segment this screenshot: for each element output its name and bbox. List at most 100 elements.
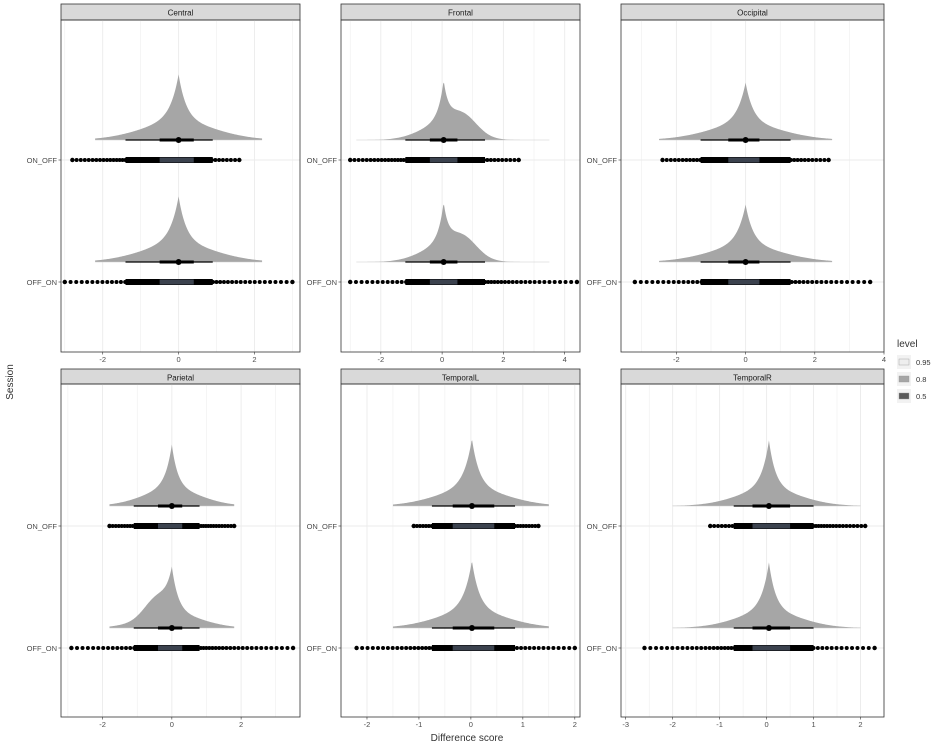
draw-point: [495, 280, 500, 284]
x-tick-label: -1: [716, 720, 723, 729]
outlier-point: [642, 645, 647, 651]
draw-point: [390, 280, 395, 284]
series-on_off: ON_OFF: [587, 440, 868, 531]
y-tick-label: OFF_ON: [587, 644, 617, 653]
draw-point: [675, 646, 680, 650]
outlier-point: [290, 645, 296, 651]
y-tick-label: OFF_ON: [307, 278, 337, 287]
density-slab: [392, 562, 549, 628]
draw-point: [119, 646, 124, 650]
draw-point: [104, 158, 109, 162]
panel-title: Parietal: [167, 374, 194, 383]
draw-point: [727, 524, 732, 528]
legend-item: 0.8: [897, 372, 926, 386]
draw-point: [691, 158, 696, 162]
draw-point: [218, 280, 223, 284]
panel-border: [340, 383, 581, 718]
draw-point: [229, 524, 234, 528]
y-tick-label: OFF_ON: [587, 278, 617, 287]
draw-point: [818, 158, 823, 162]
outlier-point: [107, 523, 112, 529]
y-tick-label: OFF_ON: [27, 278, 57, 287]
draw-point: [551, 646, 556, 650]
panel-background: [621, 384, 884, 717]
draw-point: [834, 524, 839, 528]
legend-label: 0.8: [916, 375, 926, 384]
draw-point: [499, 280, 504, 284]
draw-point: [547, 280, 552, 284]
y-tick-label: OFF_ON: [27, 644, 57, 653]
point-estimate: [175, 259, 182, 265]
series-on_off: ON_OFF: [307, 82, 550, 165]
y-tick-label: ON_OFF: [307, 522, 338, 531]
density-slab: [356, 204, 550, 262]
outlier-point: [660, 157, 665, 163]
outlier-point: [572, 645, 578, 651]
draw-core: [452, 645, 495, 651]
draw-point: [670, 646, 675, 650]
draw-point: [124, 646, 129, 650]
draw-point: [825, 524, 830, 528]
draw-point: [420, 646, 425, 650]
draw-point: [284, 280, 289, 284]
draw-point: [74, 158, 79, 162]
draw-point: [638, 280, 643, 284]
draw-point: [523, 646, 528, 650]
draw-point: [488, 158, 493, 162]
series-on_off: ON_OFF: [27, 444, 237, 531]
draw-point: [213, 646, 218, 650]
draw-point: [687, 158, 692, 162]
draw-point: [671, 280, 676, 284]
draw-point: [80, 646, 85, 650]
draw-point: [221, 280, 226, 284]
density-slab: [672, 440, 861, 506]
panel-background: [341, 20, 580, 352]
legend-label: 0.5: [916, 392, 926, 401]
legend-item: 0.5: [897, 389, 926, 403]
draw-point: [850, 646, 855, 650]
draw-point: [110, 524, 115, 528]
draw-point: [269, 646, 274, 650]
point-estimate: [168, 625, 175, 631]
series-on_off: ON_OFF: [587, 82, 833, 165]
draw-point: [502, 280, 507, 284]
density-slab: [356, 82, 550, 140]
draw-core: [429, 157, 458, 163]
draw-point: [111, 158, 116, 162]
draw-point: [264, 646, 269, 650]
draw-point: [110, 646, 115, 650]
draw-point: [666, 280, 671, 284]
draw-point: [385, 646, 390, 650]
draw-point: [729, 646, 734, 650]
draw-point: [523, 280, 528, 284]
draw-point: [664, 158, 669, 162]
draw-point: [819, 280, 824, 284]
draw-point: [814, 158, 819, 162]
draw-point: [79, 280, 84, 284]
draw-core: [728, 279, 760, 285]
draw-core: [728, 157, 760, 163]
draw-point: [120, 158, 125, 162]
x-tick-label: 2: [573, 720, 577, 729]
draw-point: [486, 280, 491, 284]
panel-frontal: Frontal ON_OFF OFF_ON -2 0 2 4: [307, 3, 581, 364]
legend-label: 0.95: [916, 358, 931, 367]
draw-point: [219, 524, 224, 528]
draw-point: [792, 158, 797, 162]
series-off_on: OFF_ON: [27, 196, 295, 287]
draw-point: [249, 646, 254, 650]
legend-title: level: [897, 339, 918, 350]
draw-core: [752, 645, 791, 651]
draw-point: [214, 524, 219, 528]
draw-point: [247, 280, 252, 284]
draw-point: [94, 158, 99, 162]
draw-point: [805, 280, 810, 284]
draw-point: [370, 646, 375, 650]
draw-point: [795, 158, 800, 162]
draw-point: [360, 158, 365, 162]
outlier-point: [62, 279, 67, 285]
draw-core: [429, 279, 458, 285]
draw-point: [427, 646, 432, 650]
draw-point: [695, 280, 700, 284]
draw-point: [82, 158, 87, 162]
